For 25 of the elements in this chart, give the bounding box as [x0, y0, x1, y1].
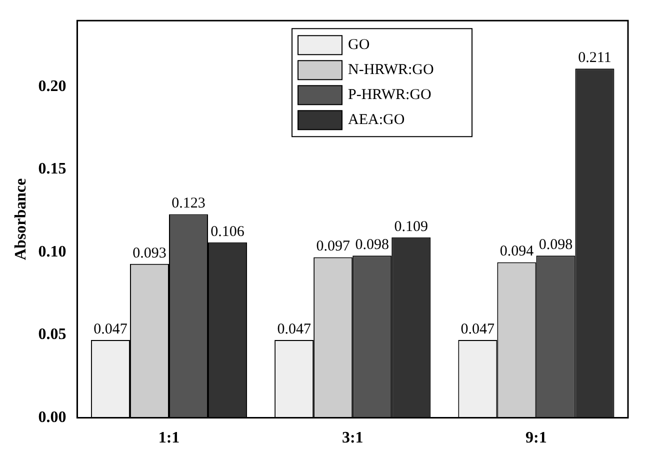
data-label: 0.123 — [172, 196, 206, 212]
x-tick-label: 3:1 — [342, 430, 364, 447]
y-tick-label: 0.10 — [38, 243, 66, 260]
legend-label: AEA:GO — [348, 112, 405, 128]
data-label: 0.098 — [538, 237, 573, 254]
x-tick-label: 9:1 — [526, 430, 547, 447]
data-label: 0.098 — [355, 237, 389, 254]
y-tick-label: 0.00 — [38, 408, 66, 426]
y-axis-title: Absorbance — [12, 178, 30, 260]
y-tick-label: 0.15 — [38, 160, 66, 178]
data-label: 0.094 — [500, 244, 534, 260]
data-label: 0.047 — [94, 321, 128, 338]
data-label: 0.047 — [277, 321, 312, 338]
legend-label: P-HRWR:GO — [348, 87, 432, 104]
x-tick-label: 1:1 — [158, 430, 180, 447]
data-label: 0.093 — [132, 245, 166, 262]
y-tick-label: 0.05 — [38, 326, 66, 344]
data-label: 0.109 — [394, 218, 428, 235]
data-label: 0.097 — [316, 238, 350, 255]
legend-label: N-HRWR:GO — [348, 62, 434, 78]
data-label: 0.211 — [578, 50, 612, 66]
y-tick-label: 0.20 — [38, 78, 66, 95]
data-label: 0.047 — [460, 321, 496, 338]
legend-label: GO — [348, 37, 370, 54]
data-label: 0.106 — [210, 224, 245, 240]
